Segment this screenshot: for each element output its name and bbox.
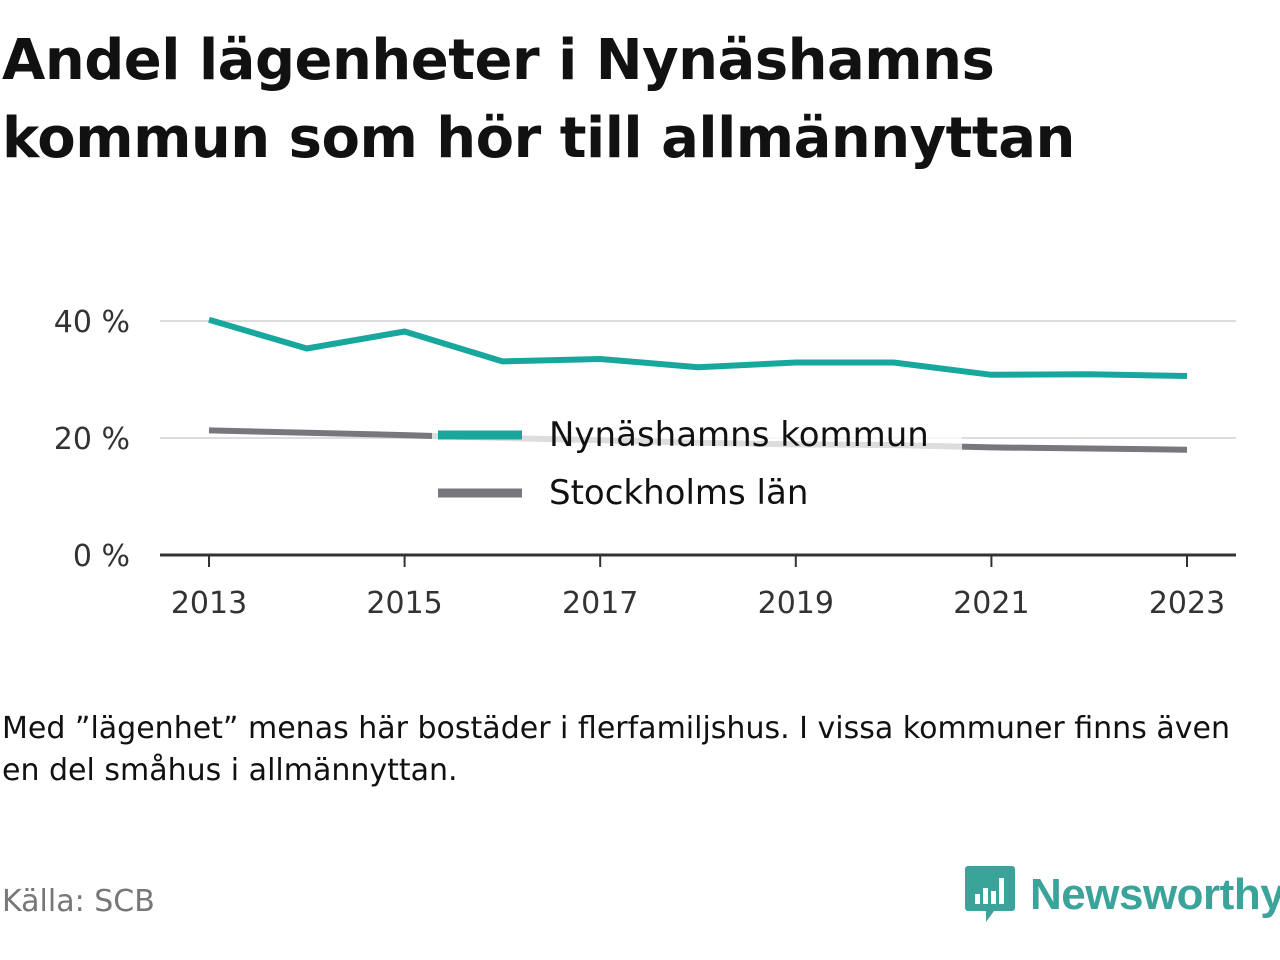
x-tick-label: 2021 [953,586,1029,621]
chart-note: Med ”lägenhet” menas här bostäder i fler… [2,711,1230,788]
chart-title: Andel lägenheter i Nynäshamns kommun som… [2,28,1075,171]
y-tick-labels: 0 % 20 % 40 % [54,305,130,574]
source-label: Källa: SCB [2,884,155,919]
x-tick-label: 2017 [562,586,638,621]
line-chart: 0 % 20 % 40 % 2013 2015 2017 2019 2021 2023 Nyn… [54,305,1236,621]
x-axis: 2013 2015 2017 2019 2021 2023 [160,553,1236,621]
brand-name: Newsworthy [1030,870,1280,919]
legend: Nynäshamns kommun Stockholms län [432,413,962,513]
brand-logo: Newsworthy [964,864,1280,926]
newsworthy-logo-icon [965,866,1015,922]
legend-label: Nynäshamns kommun [549,415,929,455]
legend-label: Stockholms län [549,473,808,513]
y-tick-label: 20 % [54,422,130,457]
y-tick-label: 0 % [73,539,130,574]
series-line [208,316,1188,379]
x-tick-label: 2013 [171,586,247,621]
x-tick-label: 2019 [758,586,834,621]
x-tick-label: 2023 [1149,586,1225,621]
y-tick-label: 40 % [54,305,130,340]
x-tick-label: 2015 [366,586,442,621]
